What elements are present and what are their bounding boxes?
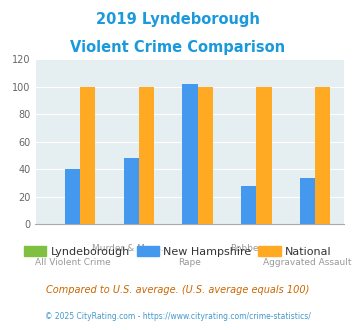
Text: Murder & Mans...: Murder & Mans... [93, 244, 170, 253]
Bar [315, 87, 330, 224]
Bar [124, 158, 139, 224]
Bar [182, 84, 198, 224]
Bar [241, 186, 256, 224]
Legend: Lyndeborough, New Hampshire, National: Lyndeborough, New Hampshire, National [20, 242, 336, 261]
Text: © 2025 CityRating.com - https://www.cityrating.com/crime-statistics/: © 2025 CityRating.com - https://www.city… [45, 312, 310, 321]
Text: Aggravated Assault: Aggravated Assault [263, 258, 352, 267]
Bar [139, 87, 154, 224]
Bar [256, 87, 272, 224]
Bar [198, 87, 213, 224]
Text: All Violent Crime: All Violent Crime [34, 258, 110, 267]
Text: Violent Crime Comparison: Violent Crime Comparison [70, 40, 285, 54]
Text: Rape: Rape [179, 258, 201, 267]
Text: Compared to U.S. average. (U.S. average equals 100): Compared to U.S. average. (U.S. average … [46, 285, 309, 295]
Bar [80, 87, 95, 224]
Bar [65, 169, 80, 224]
Text: Robbery: Robbery [230, 244, 267, 253]
Text: 2019 Lyndeborough: 2019 Lyndeborough [95, 12, 260, 26]
Bar [300, 178, 315, 224]
